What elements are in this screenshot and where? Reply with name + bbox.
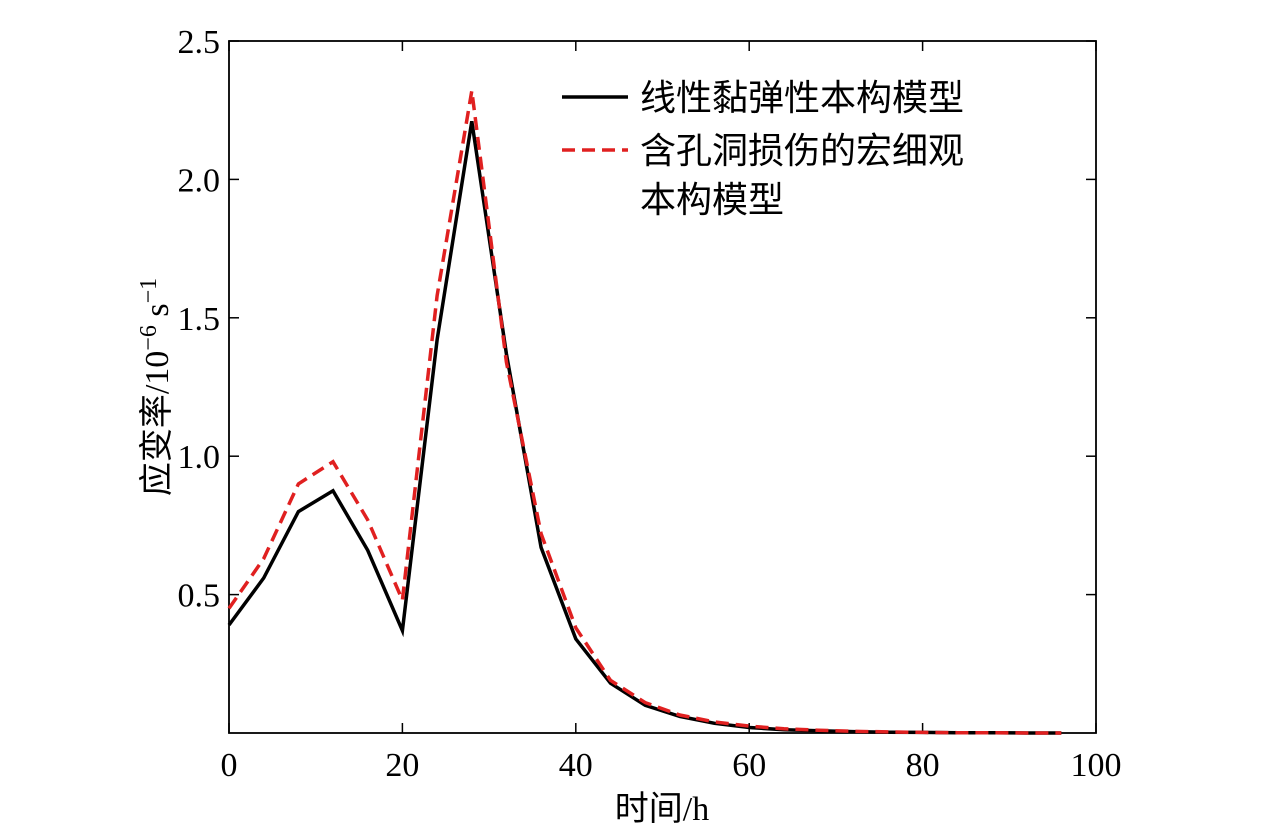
axis-tick-labels: 0 20 40 60 80 100 0.5 1.0 1.5 2.0 2.5 [178,24,1122,784]
legend-label-2-line1: 含孔洞损伤的宏细观 [640,131,964,171]
y-tick-label: 2.0 [178,162,221,199]
plot-frame [228,40,1097,734]
y-axis-title-unit: s [139,303,176,325]
x-tick-label: 40 [559,747,593,784]
y-tick-label: 1.5 [178,301,221,338]
legend: 线性黏弹性本构模型 含孔洞损伤的宏细观 本构模型 [562,78,964,220]
series-layer [227,90,1062,735]
x-tick-label: 20 [385,747,419,784]
x-tick-label: 60 [732,747,766,784]
y-axis-title-unit-exponent: −1 [136,278,162,304]
y-axis-title-main: 应变率/10 [138,351,176,496]
x-tick-label: 80 [906,747,940,784]
legend-label-1: 线性黏弹性本构模型 [640,78,964,118]
y-tick-label: 0.5 [178,578,221,615]
x-axis-title: 时间/h [615,791,709,828]
y-axis-title: 应变率/10−6 s−1 [136,278,176,496]
y-tick-label: 2.5 [178,24,221,61]
axis-ticks [228,40,1097,733]
y-axis-title-exponent: −6 [136,325,162,351]
series-line-2 [227,90,1062,735]
y-tick-label: 1.0 [178,439,221,476]
x-tick-label: 100 [1071,747,1122,784]
x-tick-label: 0 [221,747,238,784]
legend-label-2-line2: 本构模型 [640,180,784,220]
